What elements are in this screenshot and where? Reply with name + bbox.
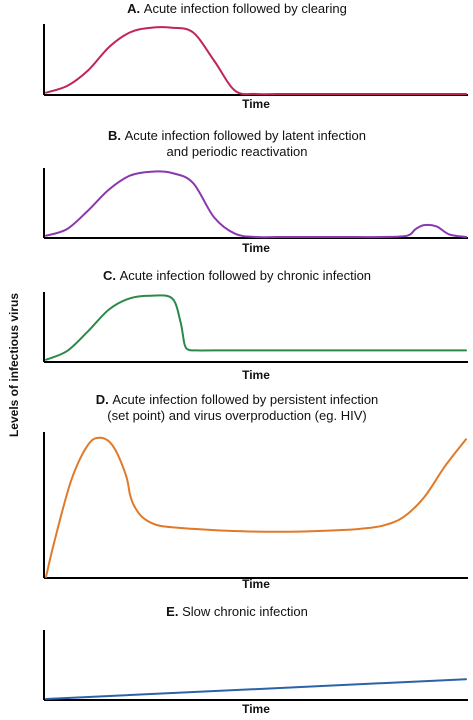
panel-a: A. Acute infection followed by clearing T…	[43, 1, 468, 111]
panel-d-letter: D.	[96, 392, 113, 407]
panel-c-x-label: Time	[242, 368, 270, 382]
panel-b-title-line-1: B. Acute infection followed by latent in…	[108, 128, 366, 143]
panel-d: D. Acute infection followed by persisten…	[43, 392, 468, 591]
panel-a-title-line-1: A. Acute infection followed by clearing	[127, 1, 347, 16]
panel-b-x-label: Time	[242, 241, 270, 255]
panel-d-title-line-1: D. Acute infection followed by persisten…	[96, 392, 379, 407]
panel-e: E. Slow chronic infection Time	[43, 604, 468, 716]
panel-c-title-text: Acute infection followed by chronic infe…	[120, 268, 371, 283]
panel-b-title-text: Acute infection followed by latent infec…	[125, 128, 366, 143]
panel-e-title-text: Slow chronic infection	[182, 604, 308, 619]
panel-d-title-line-2: (set point) and virus overproduction (eg…	[107, 408, 366, 423]
panel-b-title-line-2: and periodic reactivation	[167, 144, 308, 159]
panel-d-virus-curve	[45, 436, 467, 578]
panel-d-x-label: Time	[242, 577, 270, 591]
panel-e-title-line-1: E. Slow chronic infection	[166, 604, 308, 619]
panel-b-letter: B.	[108, 128, 125, 143]
panel-c-virus-curve	[45, 294, 467, 361]
panel-c-title-line-1: C. Acute infection followed by chronic i…	[103, 268, 371, 283]
panel-a-title-text: Acute infection followed by clearing	[144, 1, 347, 16]
panel-b: B. Acute infection followed by latent in…	[43, 128, 468, 255]
panel-a-virus-curve	[45, 26, 467, 96]
panel-e-letter: E.	[166, 604, 182, 619]
panel-b-virus-curve	[45, 170, 467, 239]
panel-a-x-label: Time	[242, 97, 270, 111]
panel-e-x-label: Time	[242, 702, 270, 716]
panel-a-letter: A.	[127, 1, 144, 16]
panel-c: C. Acute infection followed by chronic i…	[43, 268, 468, 382]
panel-d-title-text: Acute infection followed by persistent i…	[112, 392, 378, 407]
panel-c-letter: C.	[103, 268, 120, 283]
panel-e-virus-curve	[45, 678, 467, 700]
